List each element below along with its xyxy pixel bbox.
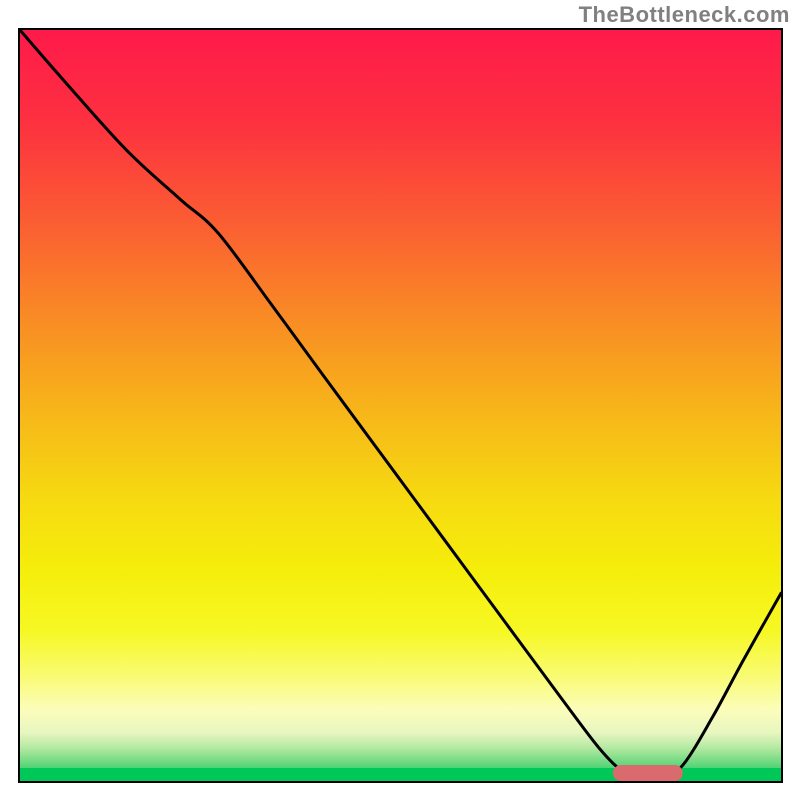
gradient-background [20,30,781,781]
bottleneck-plot [18,28,783,783]
watermark-text: TheBottleneck.com [579,2,790,28]
chart-canvas: TheBottleneck.com [0,0,800,800]
optimal-range-marker [613,765,683,781]
